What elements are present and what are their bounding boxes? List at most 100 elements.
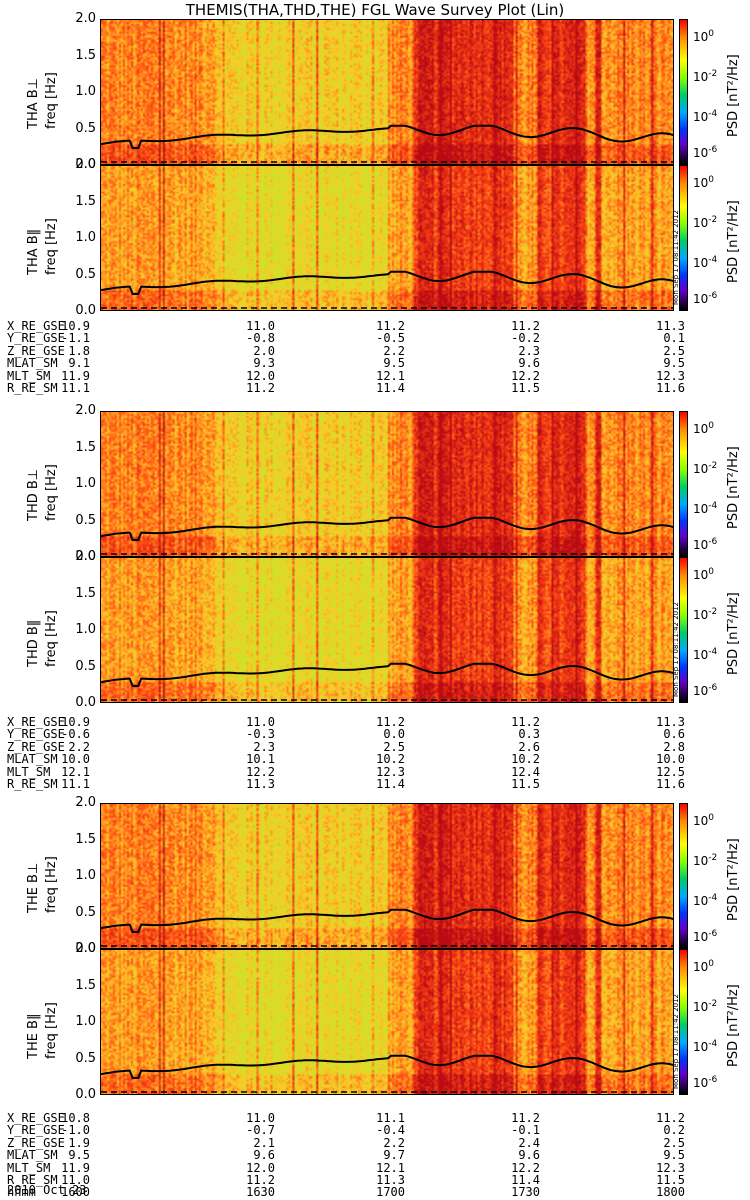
ephemeris-value: 2.1 xyxy=(253,1135,275,1150)
ephemeris-value: 10.9 xyxy=(61,319,90,333)
colorbar xyxy=(679,557,688,703)
ephemeris-value: 12.5 xyxy=(656,764,685,779)
ephemeris-table: X_RE_GSE 10.8 11.0 11.1 11.2 11.2 Y_RE_GSE -1.0… xyxy=(0,1112,750,1199)
ephemeris-value: 11.9 xyxy=(61,1160,90,1175)
y-tick-label: 2.0 xyxy=(75,549,96,564)
colorbar-label: PSD [nT²/Hz] xyxy=(726,446,741,529)
ephemeris-value: 1.8 xyxy=(68,343,90,358)
ephemeris-value: 11.3 xyxy=(656,715,685,729)
cyclotron-line xyxy=(101,516,673,555)
y-axis-label: freq [Hz] xyxy=(44,218,59,275)
y-tick-label: 1.5 xyxy=(75,193,96,209)
chart-title: THEMIS(THA,THD,THE) FGL Wave Survey Plot… xyxy=(185,1,565,19)
freq-line xyxy=(101,270,673,296)
ephemeris-value: 1730 xyxy=(511,1185,540,1200)
ephemeris-value: 12.0 xyxy=(246,1160,275,1175)
spectrogram-panel xyxy=(100,557,674,703)
y-tick-label: 1.0 xyxy=(75,868,96,883)
spectrogram-heatmap xyxy=(101,20,673,164)
ephemeris-row: R_RE_SM 11.1 11.2 11.4 11.5 11.6 xyxy=(0,380,750,395)
ephemeris-value: 9.6 xyxy=(518,1148,540,1163)
colorbar-tick-label: 10-4 xyxy=(693,646,718,662)
ephemeris-value: 11.2 xyxy=(656,1111,685,1125)
ephemeris-value: 0.0 xyxy=(383,727,405,742)
panel-name-label: THA B‖ xyxy=(26,228,41,275)
ephemeris-label: Z_RE_GSE xyxy=(7,343,65,358)
y-axis-label: freq [Hz] xyxy=(44,464,59,521)
spectrogram-heatmap xyxy=(101,804,673,948)
ephemeris-value: 9.3 xyxy=(253,356,275,371)
ephemeris-value: 2.3 xyxy=(518,343,540,358)
cyclotron-line xyxy=(101,908,673,947)
ephemeris-value: 12.1 xyxy=(376,1160,405,1175)
ephemeris-value: 12.3 xyxy=(656,368,685,383)
ephemeris-value: -0.4 xyxy=(376,1123,405,1138)
y-tick-label: 0.5 xyxy=(75,658,96,674)
y-axis-label: freq [Hz] xyxy=(44,856,59,913)
ephemeris-value: 11.3 xyxy=(246,776,275,791)
ephemeris-value: 12.2 xyxy=(246,764,275,779)
y-tick-label: 1.0 xyxy=(75,230,96,245)
ephemeris-label: Z_RE_GSE xyxy=(7,1135,65,1150)
ephemeris-value: 9.6 xyxy=(253,1148,275,1163)
ephemeris-label: MLT_SM xyxy=(7,1160,51,1175)
ephemeris-row: hhmm 1600 1630 1700 1730 1800 xyxy=(0,1185,750,1200)
panel-name-label: THE B⊥ xyxy=(26,862,41,913)
ephemeris-value: 11.4 xyxy=(376,380,405,395)
ephemeris-value: 0.1 xyxy=(663,331,685,346)
ephemeris-value: 10.8 xyxy=(61,1111,90,1125)
ephemeris-value: 11.5 xyxy=(656,1172,685,1187)
ephemeris-row: Z_RE_GSE 1.9 2.1 2.2 2.4 2.5 xyxy=(0,1135,750,1150)
colorbar-tick-label: 10-2 xyxy=(693,853,718,869)
colorbar-tick-label: 10-2 xyxy=(693,607,718,623)
colorbar xyxy=(679,19,688,165)
ephemeris-row: MLAT_SM 10.0 10.1 10.2 10.2 10.0 xyxy=(0,752,750,767)
ephemeris-value: 11.5 xyxy=(511,380,540,395)
ephemeris-value: 11.2 xyxy=(511,319,540,333)
ephemeris-value: 10.0 xyxy=(656,752,685,767)
ephemeris-value: 0.3 xyxy=(518,727,540,742)
ephemeris-value: 10.2 xyxy=(376,752,405,767)
colorbar xyxy=(679,803,688,949)
colorbar-label: PSD [nT²/Hz] xyxy=(726,984,741,1067)
ephemeris-value: 11.4 xyxy=(376,776,405,791)
ephemeris-value: 9.5 xyxy=(383,356,405,371)
ephemeris-value: 11.6 xyxy=(656,776,685,791)
ephemeris-value: 10.2 xyxy=(511,752,540,767)
y-tick-label: 0.5 xyxy=(75,904,96,920)
ephemeris-value: 2.3 xyxy=(253,739,275,754)
ephemeris-value: -0.7 xyxy=(246,1123,275,1138)
ephemeris-value: 2.5 xyxy=(383,739,405,754)
colorbar xyxy=(679,165,688,311)
ephemeris-value: 2.5 xyxy=(663,1135,685,1150)
colorbar-tick-label: 10-6 xyxy=(693,145,718,161)
ephemeris-value: 2.4 xyxy=(518,1135,540,1150)
ephemeris-label: Y_RE_GSE xyxy=(7,1123,65,1138)
ephemeris-value: 11.1 xyxy=(376,1111,405,1125)
ephemeris-value: 11.0 xyxy=(246,715,275,729)
cyclotron-line xyxy=(101,124,673,163)
ephemeris-label: MLAT_SM xyxy=(7,356,58,371)
ephemeris-value: 1630 xyxy=(246,1185,275,1200)
date-label: 2010 Oct 23 xyxy=(7,1183,87,1197)
colorbar-tick-label: 10-4 xyxy=(693,108,718,124)
colorbar-tick-label: 10-2 xyxy=(693,999,718,1015)
spectrogram-panel xyxy=(100,19,674,165)
ephemeris-value: 11.0 xyxy=(246,1111,275,1125)
ephemeris-value: -0.2 xyxy=(511,331,540,346)
ephemeris-value: 0.2 xyxy=(663,1123,685,1138)
ephemeris-label: MLAT_SM xyxy=(7,1148,58,1163)
ephemeris-value: 12.1 xyxy=(376,368,405,383)
colorbar-tick-label: 10-6 xyxy=(693,929,718,945)
colorbar-tick-label: 100 xyxy=(693,174,715,190)
ephemeris-row: MLAT_SM 9.5 9.6 9.7 9.6 9.5 xyxy=(0,1148,750,1163)
y-tick-label: 2.0 xyxy=(75,795,96,810)
ephemeris-value: -0.6 xyxy=(61,727,90,742)
colorbar-tick-label: 100 xyxy=(693,420,715,436)
y-axis-label: freq [Hz] xyxy=(44,1002,59,1059)
ephemeris-value: -0.8 xyxy=(246,331,275,346)
y-tick-label: 1.5 xyxy=(75,977,96,993)
panel-name-label: THD B⊥ xyxy=(26,468,41,521)
y-tick-label: 0.5 xyxy=(75,120,96,136)
cyclotron-line xyxy=(101,1054,673,1093)
